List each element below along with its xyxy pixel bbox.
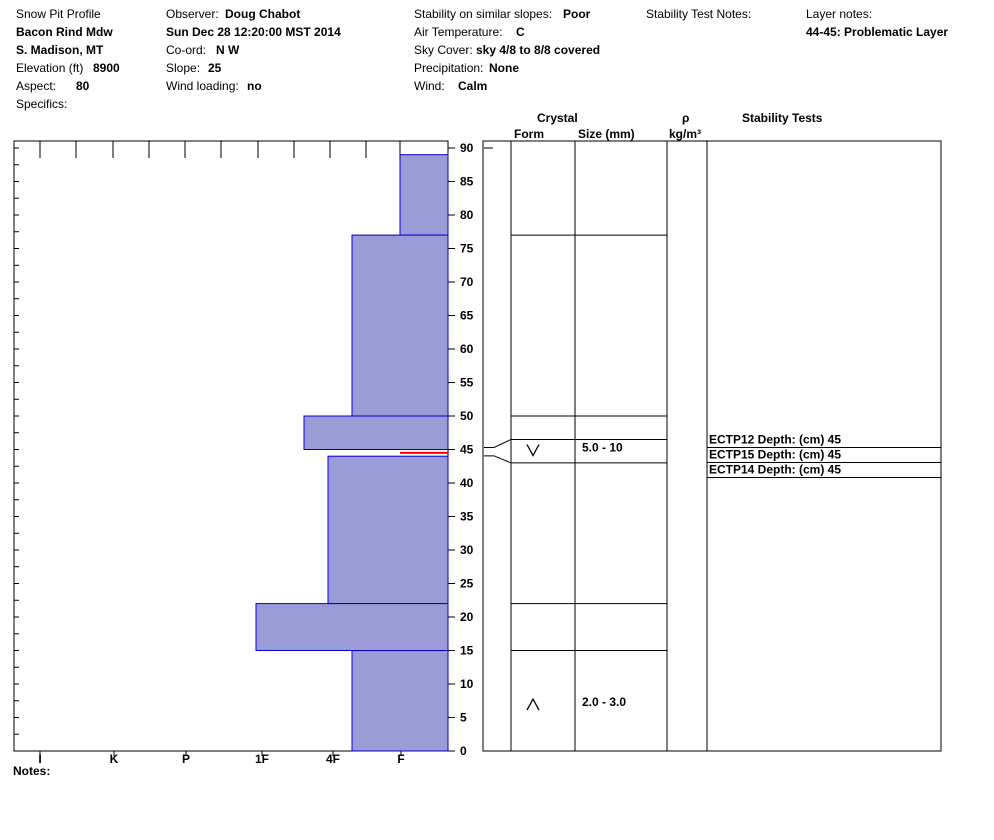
y-tick-label-35: 35 — [460, 510, 474, 524]
y-tick-label-45: 45 — [460, 443, 474, 457]
air-temp-label: Air Temperature: — [414, 25, 503, 39]
y-tick-label-60: 60 — [460, 342, 474, 356]
elevation-label: Elevation (ft) — [16, 61, 84, 75]
aspect-label: Aspect: — [16, 79, 57, 93]
y-tick-label-80: 80 — [460, 208, 474, 222]
layer-connector-upper — [484, 438, 512, 448]
x-tick-label-F: F — [397, 752, 404, 766]
crystal-header: Crystal — [537, 111, 578, 125]
crystal-form-icon-1 — [526, 697, 540, 711]
location-name: Bacon Rind Mdw — [16, 25, 113, 39]
precip-label: Precipitation: — [414, 61, 484, 75]
y-tick-label-20: 20 — [460, 610, 474, 624]
wind-value: Calm — [458, 79, 488, 93]
y-tick-label-15: 15 — [460, 644, 474, 658]
crystal-size-0: 5.0 - 10 — [582, 441, 623, 455]
y-tick-label-90: 90 — [460, 141, 474, 155]
hardness-bar-2 — [303, 415, 449, 450]
x-tick-label-4F: 4F — [326, 752, 340, 766]
hardness-bar-1 — [351, 234, 449, 417]
hardness-bar-6 — [351, 650, 449, 752]
hardness-bar-5 — [255, 603, 449, 651]
air-temp-value: C — [516, 25, 525, 39]
crystal-form-icon-0 — [526, 444, 540, 457]
layer-connector-lower — [484, 455, 512, 464]
form-header: Form — [514, 127, 544, 141]
y-tick-label-10: 10 — [460, 677, 474, 691]
x-tick-label-K: K — [110, 752, 119, 766]
x-tick-label-I: I — [38, 752, 41, 766]
notes-label: Notes: — [13, 764, 51, 778]
specifics-label: Specifics: — [16, 97, 68, 111]
stability-tests-header: Stability Tests — [742, 111, 823, 125]
layer-notes-value: 44-45: Problematic Layer — [806, 25, 949, 39]
x-tick-label-P: P — [182, 752, 190, 766]
y-tick-label-0: 0 — [460, 744, 467, 758]
y-tick-label-25: 25 — [460, 577, 474, 591]
elevation-value: 8900 — [93, 61, 120, 75]
stability-value: Poor — [563, 7, 591, 21]
stability-test-label-0: ECTP12 Depth: (cm) 45 — [709, 433, 841, 447]
stability-test-label-2: ECTP14 Depth: (cm) 45 — [709, 463, 841, 477]
stability-test-notes-label: Stability Test Notes: — [646, 7, 752, 21]
slope-value: 25 — [208, 61, 222, 75]
size-header: Size (mm) — [578, 127, 635, 141]
stability-label: Stability on similar slopes: — [414, 7, 553, 21]
observer-label: Observer: — [166, 7, 219, 21]
y-tick-label-75: 75 — [460, 242, 474, 256]
layer-notes-label: Layer notes: — [806, 7, 873, 21]
rho-header: ρ — [682, 111, 690, 125]
y-tick-label-40: 40 — [460, 476, 474, 490]
observation-datetime: Sun Dec 28 12:20:00 MST 2014 — [166, 25, 341, 39]
y-tick-label-70: 70 — [460, 275, 474, 289]
y-tick-label-5: 5 — [460, 711, 467, 725]
hardness-bar-4 — [327, 455, 449, 605]
wind-loading-label: Wind loading: — [166, 79, 239, 93]
y-tick-label-55: 55 — [460, 376, 474, 390]
region: S. Madison, MT — [16, 43, 104, 57]
wind-loading-value: no — [247, 79, 262, 93]
density-unit-header: kg/m³ — [669, 127, 702, 141]
sky-cover-label: Sky Cover: — [414, 43, 473, 57]
y-tick-label-65: 65 — [460, 309, 474, 323]
crystal-size-1: 2.0 - 3.0 — [582, 695, 626, 709]
wind-label: Wind: — [414, 79, 445, 93]
precip-value: None — [489, 61, 519, 75]
observer-value: Doug Chabot — [225, 7, 301, 21]
coord-value: N W — [216, 43, 240, 57]
y-tick-label-30: 30 — [460, 543, 474, 557]
slope-label: Slope: — [166, 61, 201, 75]
y-tick-label-50: 50 — [460, 409, 474, 423]
y-tick-label-85: 85 — [460, 175, 474, 189]
layer-table-panel — [482, 140, 942, 752]
profile-title: Snow Pit Profile — [16, 7, 101, 21]
x-tick-label-1F: 1F — [255, 752, 269, 766]
hardness-bar-0 — [399, 154, 449, 236]
stability-test-label-1: ECTP15 Depth: (cm) 45 — [709, 448, 841, 462]
sky-cover-value: sky 4/8 to 8/8 covered — [476, 43, 601, 57]
coord-label: Co-ord: — [166, 43, 207, 57]
aspect-value: 80 — [76, 79, 90, 93]
